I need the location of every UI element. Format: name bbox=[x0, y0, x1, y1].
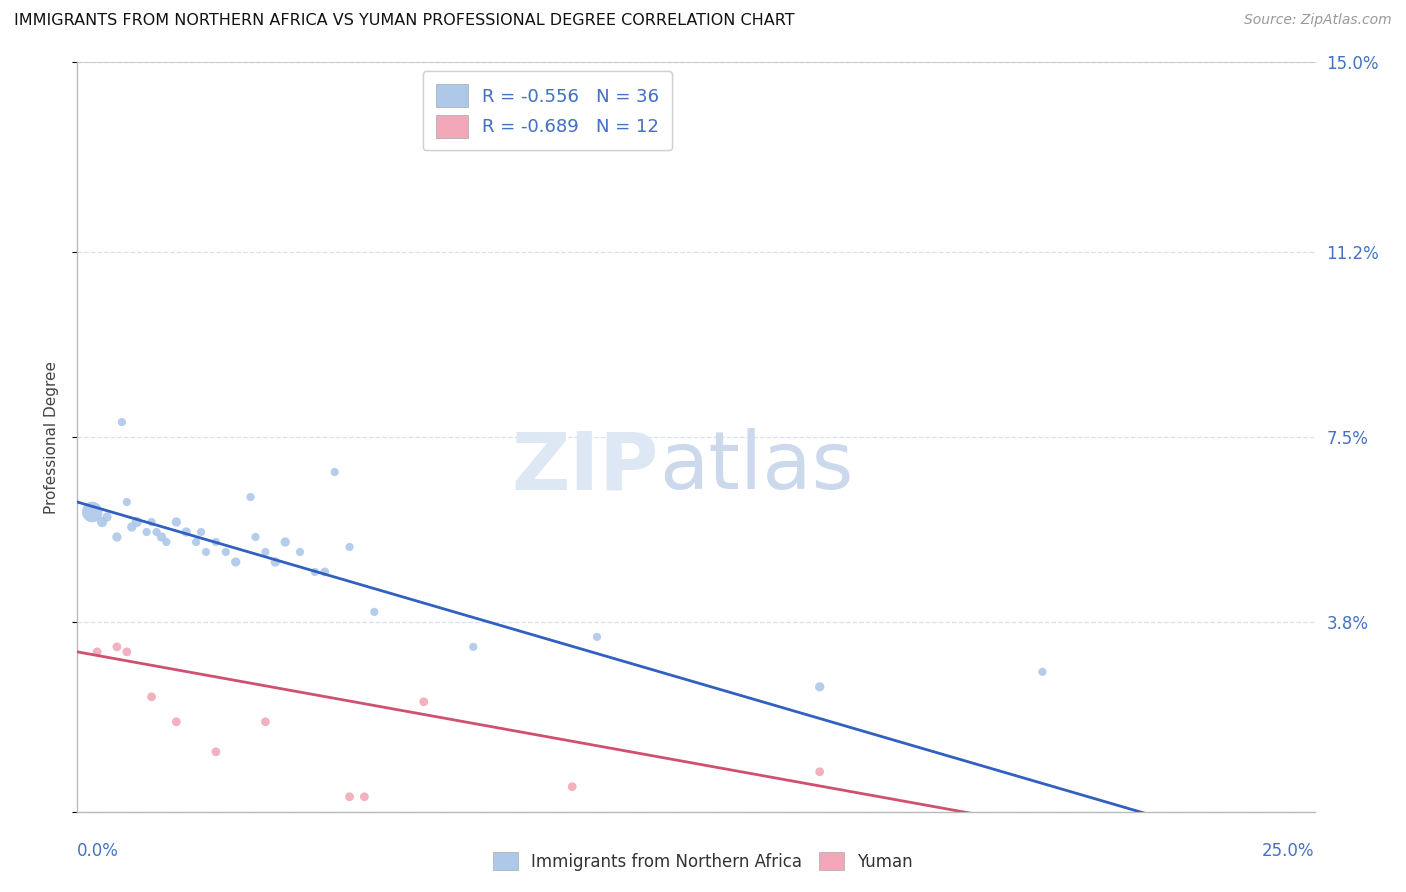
Point bbox=[561, 780, 583, 794]
Point bbox=[145, 524, 167, 539]
Point bbox=[96, 510, 118, 524]
Point bbox=[254, 545, 277, 559]
Point bbox=[121, 520, 143, 534]
Point bbox=[91, 515, 114, 529]
Point bbox=[82, 505, 104, 519]
Legend: R = -0.556   N = 36, R = -0.689   N = 12: R = -0.556 N = 36, R = -0.689 N = 12 bbox=[423, 71, 672, 151]
Point bbox=[225, 555, 247, 569]
Point bbox=[463, 640, 485, 654]
Point bbox=[353, 789, 375, 804]
Point bbox=[215, 545, 238, 559]
Point bbox=[339, 540, 361, 554]
Point bbox=[412, 695, 434, 709]
Point bbox=[323, 465, 346, 479]
Point bbox=[245, 530, 267, 544]
Text: atlas: atlas bbox=[659, 428, 853, 506]
Point bbox=[339, 789, 361, 804]
Legend: Immigrants from Northern Africa, Yuman: Immigrants from Northern Africa, Yuman bbox=[485, 844, 921, 880]
Point bbox=[239, 490, 262, 504]
Text: 0.0%: 0.0% bbox=[77, 842, 120, 860]
Point bbox=[150, 530, 173, 544]
Point bbox=[86, 645, 108, 659]
Text: ZIP: ZIP bbox=[512, 428, 659, 506]
Point bbox=[115, 645, 138, 659]
Text: 25.0%: 25.0% bbox=[1263, 842, 1315, 860]
Point bbox=[190, 524, 212, 539]
Point bbox=[174, 524, 197, 539]
Point bbox=[115, 495, 138, 509]
Point bbox=[808, 680, 831, 694]
Point bbox=[135, 524, 157, 539]
Point bbox=[205, 535, 228, 549]
Point bbox=[184, 535, 207, 549]
Y-axis label: Professional Degree: Professional Degree bbox=[44, 360, 59, 514]
Point bbox=[304, 565, 326, 579]
Point bbox=[254, 714, 277, 729]
Point bbox=[264, 555, 287, 569]
Point bbox=[205, 745, 228, 759]
Point bbox=[195, 545, 218, 559]
Point bbox=[314, 565, 336, 579]
Point bbox=[288, 545, 311, 559]
Point bbox=[363, 605, 385, 619]
Point bbox=[111, 415, 134, 429]
Text: IMMIGRANTS FROM NORTHERN AFRICA VS YUMAN PROFESSIONAL DEGREE CORRELATION CHART: IMMIGRANTS FROM NORTHERN AFRICA VS YUMAN… bbox=[14, 13, 794, 29]
Point bbox=[155, 535, 177, 549]
Point bbox=[105, 530, 128, 544]
Point bbox=[105, 640, 128, 654]
Point bbox=[141, 515, 163, 529]
Point bbox=[808, 764, 831, 779]
Point bbox=[125, 515, 148, 529]
Point bbox=[1031, 665, 1053, 679]
Point bbox=[586, 630, 609, 644]
Text: Source: ZipAtlas.com: Source: ZipAtlas.com bbox=[1244, 13, 1392, 28]
Point bbox=[141, 690, 163, 704]
Point bbox=[165, 515, 187, 529]
Point bbox=[274, 535, 297, 549]
Point bbox=[165, 714, 187, 729]
